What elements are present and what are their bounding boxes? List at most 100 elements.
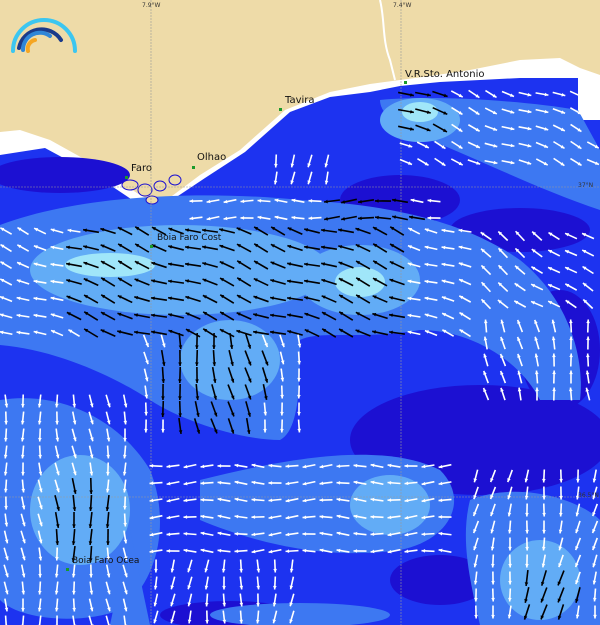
current-arrow (54, 394, 59, 408)
current-arrow (484, 107, 498, 115)
current-arrow (530, 283, 544, 291)
current-arrow (491, 605, 495, 619)
current-arrow (559, 469, 563, 483)
current-arrow (150, 330, 168, 336)
current-arrow (55, 411, 59, 425)
current-arrow (274, 215, 288, 221)
current-arrow (71, 445, 77, 459)
current-arrow (374, 199, 392, 203)
current-arrow (166, 549, 180, 553)
current-arrow (88, 394, 94, 408)
current-arrow (21, 598, 25, 612)
current-arrow (222, 610, 227, 624)
current-arrow (217, 531, 231, 536)
current-arrow (204, 593, 209, 607)
current-arrow (166, 480, 180, 486)
current-arrow (500, 319, 506, 333)
current-arrow (480, 231, 492, 241)
current-arrow (122, 598, 128, 612)
current-arrow (338, 277, 354, 287)
current-arrow (524, 569, 529, 587)
current-arrow (272, 593, 277, 607)
buoy-label-coastal[interactable]: Boia Faro Cost (157, 233, 222, 243)
current-arrow (100, 311, 116, 321)
current-arrow (586, 141, 600, 149)
current-arrow (236, 243, 252, 253)
current-arrow (355, 329, 371, 337)
current-arrow (219, 228, 235, 234)
current-arrow (105, 411, 111, 425)
current-arrow (427, 216, 441, 220)
current-arrow (178, 417, 183, 435)
current-arrow (586, 353, 590, 367)
current-arrow (525, 537, 529, 551)
current-arrow (404, 514, 418, 520)
current-arrow (122, 394, 128, 408)
current-arrow (178, 332, 183, 350)
current-arrow (178, 366, 182, 384)
current-arrow (167, 262, 185, 268)
current-arrow (185, 312, 201, 320)
current-arrow (570, 140, 582, 150)
current-arrow (185, 279, 201, 285)
current-arrow (552, 107, 566, 115)
current-arrow (117, 294, 133, 304)
current-arrow (308, 199, 322, 203)
current-arrow (286, 313, 304, 319)
current-arrow (489, 469, 497, 483)
current-arrow (66, 295, 82, 303)
current-arrow (399, 142, 413, 148)
current-arrow (319, 548, 333, 554)
current-arrow (438, 481, 452, 486)
current-arrow (507, 520, 512, 534)
place-label-faro: Faro (131, 163, 152, 174)
current-arrow (183, 515, 197, 519)
current-arrow (574, 537, 582, 551)
current-arrow (524, 469, 530, 483)
current-arrow (290, 154, 296, 168)
current-arrow (151, 261, 167, 269)
current-arrow (552, 124, 566, 132)
current-arrow (320, 245, 338, 250)
current-arrow (557, 570, 565, 586)
current-arrow (530, 300, 544, 308)
current-arrow (123, 411, 128, 425)
current-arrow (552, 91, 566, 97)
current-arrow (3, 547, 9, 561)
current-arrow (261, 350, 269, 366)
current-arrow (33, 313, 47, 318)
current-arrow (240, 199, 254, 204)
current-arrow (484, 142, 498, 148)
current-arrow (54, 495, 60, 511)
current-arrow (168, 313, 184, 319)
current-arrow (542, 520, 546, 534)
current-arrow (38, 428, 42, 442)
current-arrow (297, 385, 301, 399)
current-arrow (302, 548, 316, 553)
current-arrow (303, 262, 321, 267)
river (379, 0, 396, 81)
current-arrow (149, 481, 163, 485)
current-arrow (569, 353, 573, 367)
current-arrow (508, 554, 512, 568)
current-arrow (336, 464, 350, 468)
current-arrow (424, 245, 438, 251)
current-arrow (153, 576, 158, 590)
current-arrow (219, 294, 235, 304)
current-arrow (239, 559, 243, 573)
buoy-label-ocean[interactable]: Boia Faro Ocea (72, 556, 140, 566)
current-arrow (355, 277, 371, 287)
current-arrow (149, 498, 163, 503)
current-arrow (16, 279, 30, 285)
current-arrow (370, 549, 384, 554)
current-arrow (89, 462, 94, 476)
current-arrow (178, 383, 182, 401)
current-arrow (268, 498, 282, 503)
current-arrow (491, 571, 495, 585)
current-arrow (482, 387, 490, 401)
current-arrow (483, 319, 488, 333)
current-arrow (17, 226, 29, 236)
current-arrow (570, 123, 582, 133)
